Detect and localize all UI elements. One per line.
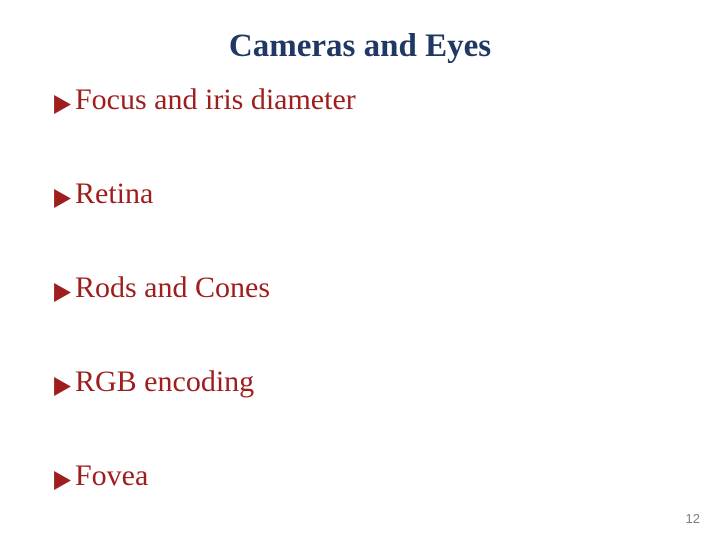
chevron-right-icon <box>52 89 73 123</box>
bullet-text: Focus and iris diameter <box>75 83 356 117</box>
list-item: Fovea <box>52 459 668 499</box>
slide: Cameras and Eyes Focus and iris diameter… <box>0 0 720 540</box>
chevron-right-icon <box>52 465 73 499</box>
bullet-text: RGB encoding <box>75 365 254 399</box>
bullet-text: Fovea <box>75 459 148 493</box>
bullet-text: Rods and Cones <box>75 271 270 305</box>
chevron-right-icon <box>52 183 73 217</box>
page-title: Cameras and Eyes <box>52 28 668 65</box>
bullet-text: Retina <box>75 177 153 211</box>
page-number: 12 <box>686 511 700 526</box>
list-item: RGB encoding <box>52 365 668 405</box>
chevron-right-icon <box>52 371 73 405</box>
list-item: Rods and Cones <box>52 271 668 311</box>
bullet-list: Focus and iris diameter Retina Rods and … <box>52 83 668 499</box>
list-item: Focus and iris diameter <box>52 83 668 123</box>
list-item: Retina <box>52 177 668 217</box>
chevron-right-icon <box>52 277 73 311</box>
